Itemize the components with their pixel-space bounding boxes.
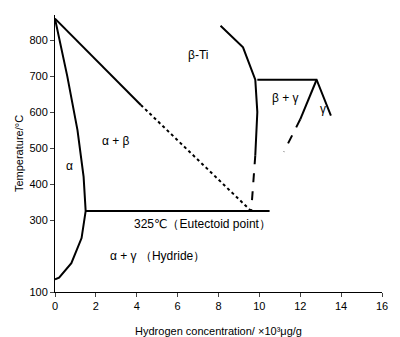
svg-text:Hydrogen concentration/ ×10³μg: Hydrogen concentration/ ×10³μg/g xyxy=(135,325,302,337)
svg-text:100: 100 xyxy=(29,286,47,298)
svg-text:8: 8 xyxy=(215,300,221,312)
svg-text:γ: γ xyxy=(320,102,326,116)
svg-text:10: 10 xyxy=(253,300,265,312)
svg-text:400: 400 xyxy=(29,178,47,190)
svg-text:600: 600 xyxy=(29,106,47,118)
svg-text:α + γ （Hydride）: α + γ （Hydride） xyxy=(110,249,205,263)
svg-text:500: 500 xyxy=(29,142,47,154)
svg-text:800: 800 xyxy=(29,34,47,46)
svg-text:2: 2 xyxy=(93,300,99,312)
svg-text:300: 300 xyxy=(29,214,47,226)
svg-text:16: 16 xyxy=(376,300,388,312)
svg-text:14: 14 xyxy=(335,300,347,312)
svg-text:0: 0 xyxy=(52,300,58,312)
svg-text:α + β: α + β xyxy=(102,134,130,148)
svg-text:β + γ: β + γ xyxy=(272,91,299,105)
svg-text:12: 12 xyxy=(294,300,306,312)
svg-text:α: α xyxy=(66,159,73,173)
svg-text:β-Ti: β-Ti xyxy=(188,48,208,62)
svg-text:Temperature/°C: Temperature/°C xyxy=(13,115,25,192)
svg-text:6: 6 xyxy=(175,300,181,312)
svg-text:700: 700 xyxy=(29,70,47,82)
svg-text:325℃（Eutectoid point）: 325℃（Eutectoid point） xyxy=(134,217,271,231)
svg-text:4: 4 xyxy=(134,300,140,312)
